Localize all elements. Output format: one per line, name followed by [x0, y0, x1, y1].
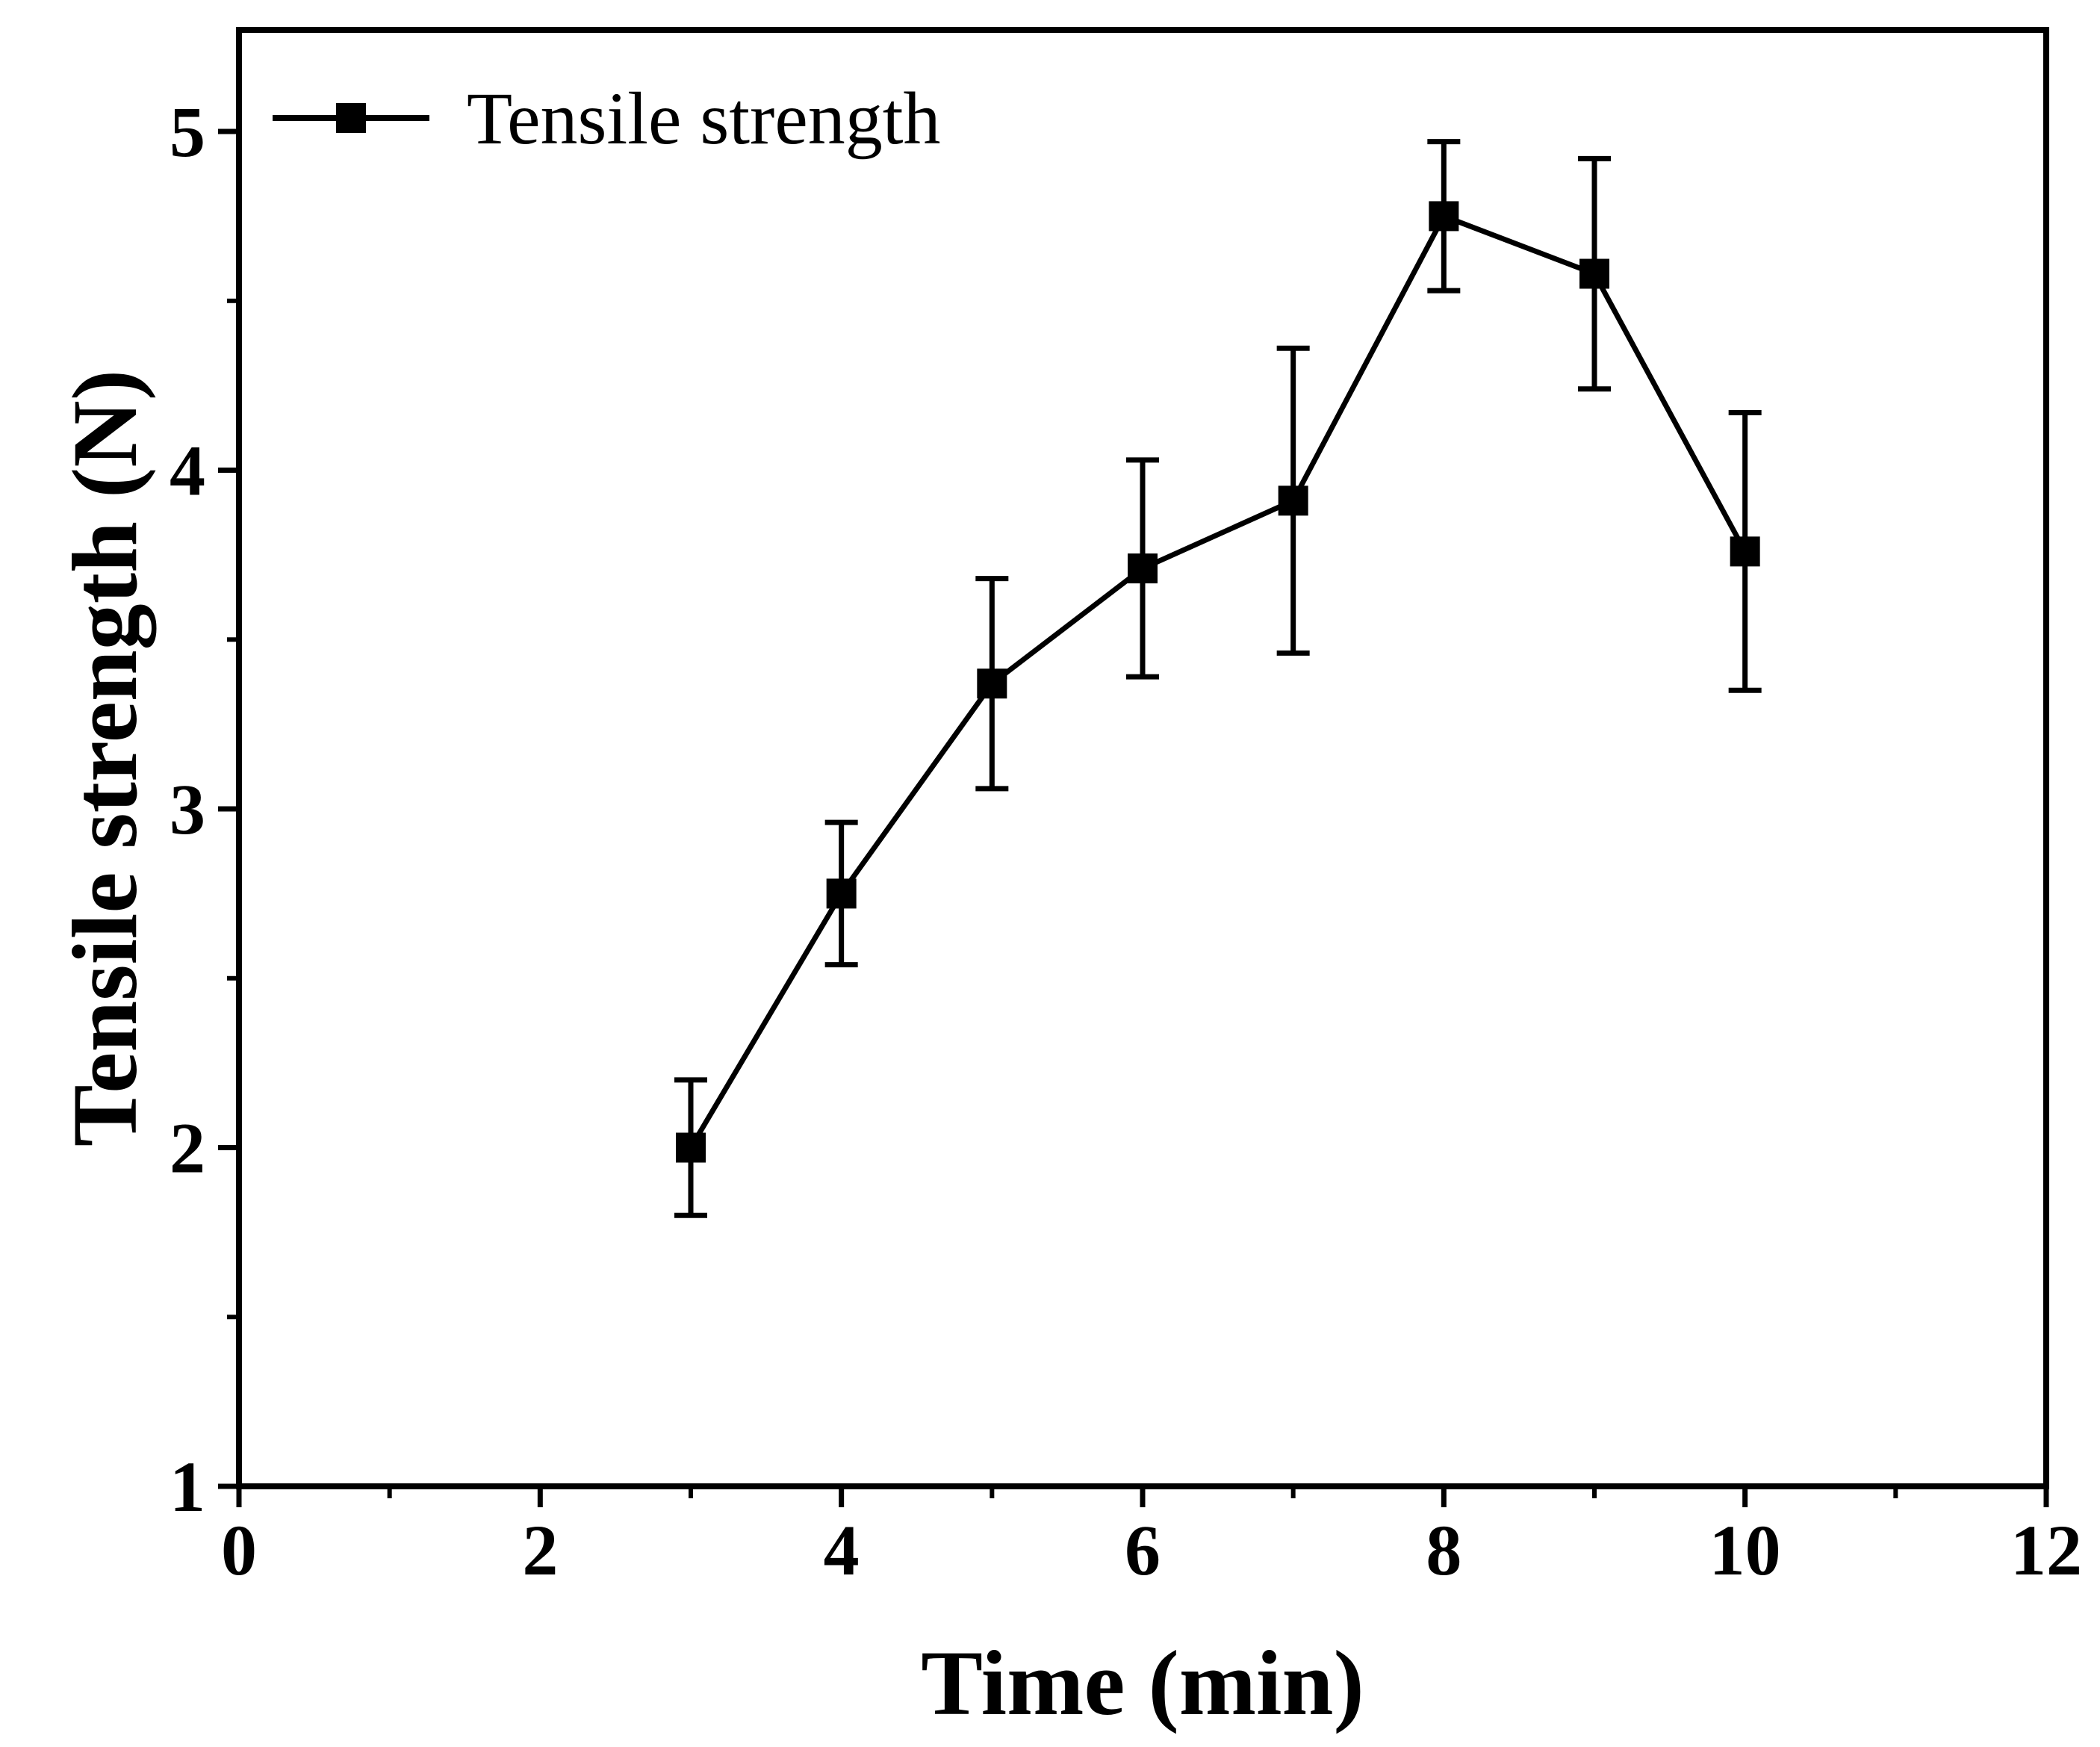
series-line	[688, 213, 1748, 1149]
data-point	[977, 668, 1007, 699]
y-tick-label: 5	[170, 92, 205, 172]
y-tick-label: 2	[170, 1108, 205, 1188]
data-point	[826, 878, 857, 909]
x-tick-label: 12	[2010, 1510, 2082, 1590]
data-point	[1579, 258, 1609, 289]
x-tick-label: 6	[1125, 1510, 1161, 1590]
data-point	[676, 1132, 706, 1163]
axis-ticks	[218, 128, 2049, 1507]
data-point	[1730, 536, 1760, 567]
legend: Tensile strength	[273, 77, 941, 160]
plot-frame	[236, 27, 2049, 1489]
x-tick-label: 10	[1709, 1510, 1781, 1590]
y-tick-label: 1	[170, 1447, 205, 1527]
legend-marker	[336, 103, 366, 133]
x-tick-label: 8	[1426, 1510, 1461, 1590]
data-point	[1278, 485, 1308, 516]
x-tick-label: 4	[824, 1510, 860, 1590]
x-tick-label: 2	[522, 1510, 558, 1590]
x-axis-title: Time (min)	[921, 1632, 1364, 1734]
y-tick-label: 3	[170, 769, 205, 849]
data-point	[1128, 553, 1158, 584]
data-series	[674, 139, 1762, 1218]
data-point	[1429, 201, 1459, 232]
legend-label: Tensile strength	[467, 77, 941, 160]
y-tick-label: 4	[170, 431, 205, 511]
x-tick-label: 0	[221, 1510, 257, 1590]
y-axis-title: Tensile strength (N)	[54, 370, 157, 1146]
